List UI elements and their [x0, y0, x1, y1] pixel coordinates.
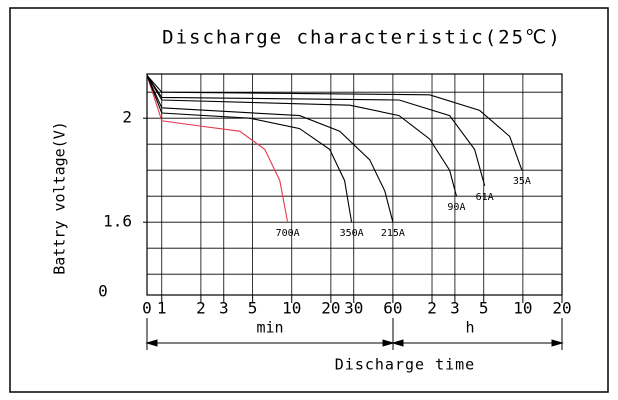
- unit-label: h: [465, 319, 474, 337]
- x-tick-label: 2: [196, 299, 206, 318]
- x-tick-label: 3: [450, 299, 460, 318]
- discharge-curve: [146, 74, 486, 186]
- x-tick-label: 2: [427, 299, 437, 318]
- x-tick-label: 5: [479, 299, 489, 318]
- x-tick-label: 30: [344, 299, 363, 318]
- discharge-curve: [146, 75, 394, 223]
- curve-label: 61A: [476, 192, 494, 203]
- y-origin-label: 0: [98, 282, 108, 301]
- y-axis-label: Battry voltage(V): [51, 121, 69, 275]
- discharge-curve: [146, 75, 458, 197]
- x-tick-label: 3: [219, 299, 229, 318]
- discharge-curve: [146, 74, 523, 171]
- x-tick-label: 10: [282, 299, 301, 318]
- x-tick-label: 20: [321, 299, 340, 318]
- frame: [9, 7, 609, 393]
- curve-label: 35A: [513, 176, 531, 187]
- discharge-curve: [146, 75, 289, 223]
- plot-border: [146, 73, 563, 296]
- x-origin-label: 0: [142, 299, 152, 318]
- x-tick-label: 10: [513, 299, 532, 318]
- curve-label: 350A: [340, 228, 364, 239]
- discharge-curve: [146, 75, 353, 223]
- curve-label: 215A: [381, 228, 405, 239]
- x-axis-label: Discharge time: [335, 356, 475, 374]
- y-tick-label: 1.6: [103, 212, 132, 231]
- x-tick-label: 1: [157, 299, 167, 318]
- y-tick-label: 2: [122, 108, 132, 127]
- unit-label: min: [256, 319, 283, 337]
- curve-label: 700A: [276, 228, 300, 239]
- x-tick-label: 5: [248, 299, 258, 318]
- time-arrows: [145, 318, 564, 350]
- chart-title: Discharge characteristic(25℃): [162, 27, 562, 49]
- curve-label: 90A: [447, 202, 465, 213]
- x-tick-label: 20: [552, 299, 571, 318]
- x-tick-label: 60: [383, 299, 402, 318]
